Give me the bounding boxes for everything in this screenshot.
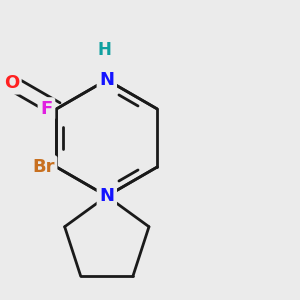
Text: N: N (99, 71, 114, 89)
Text: F: F (40, 100, 52, 118)
Text: O: O (4, 74, 19, 92)
Text: H: H (98, 41, 112, 59)
Text: N: N (99, 187, 114, 205)
Text: Br: Br (32, 158, 55, 176)
